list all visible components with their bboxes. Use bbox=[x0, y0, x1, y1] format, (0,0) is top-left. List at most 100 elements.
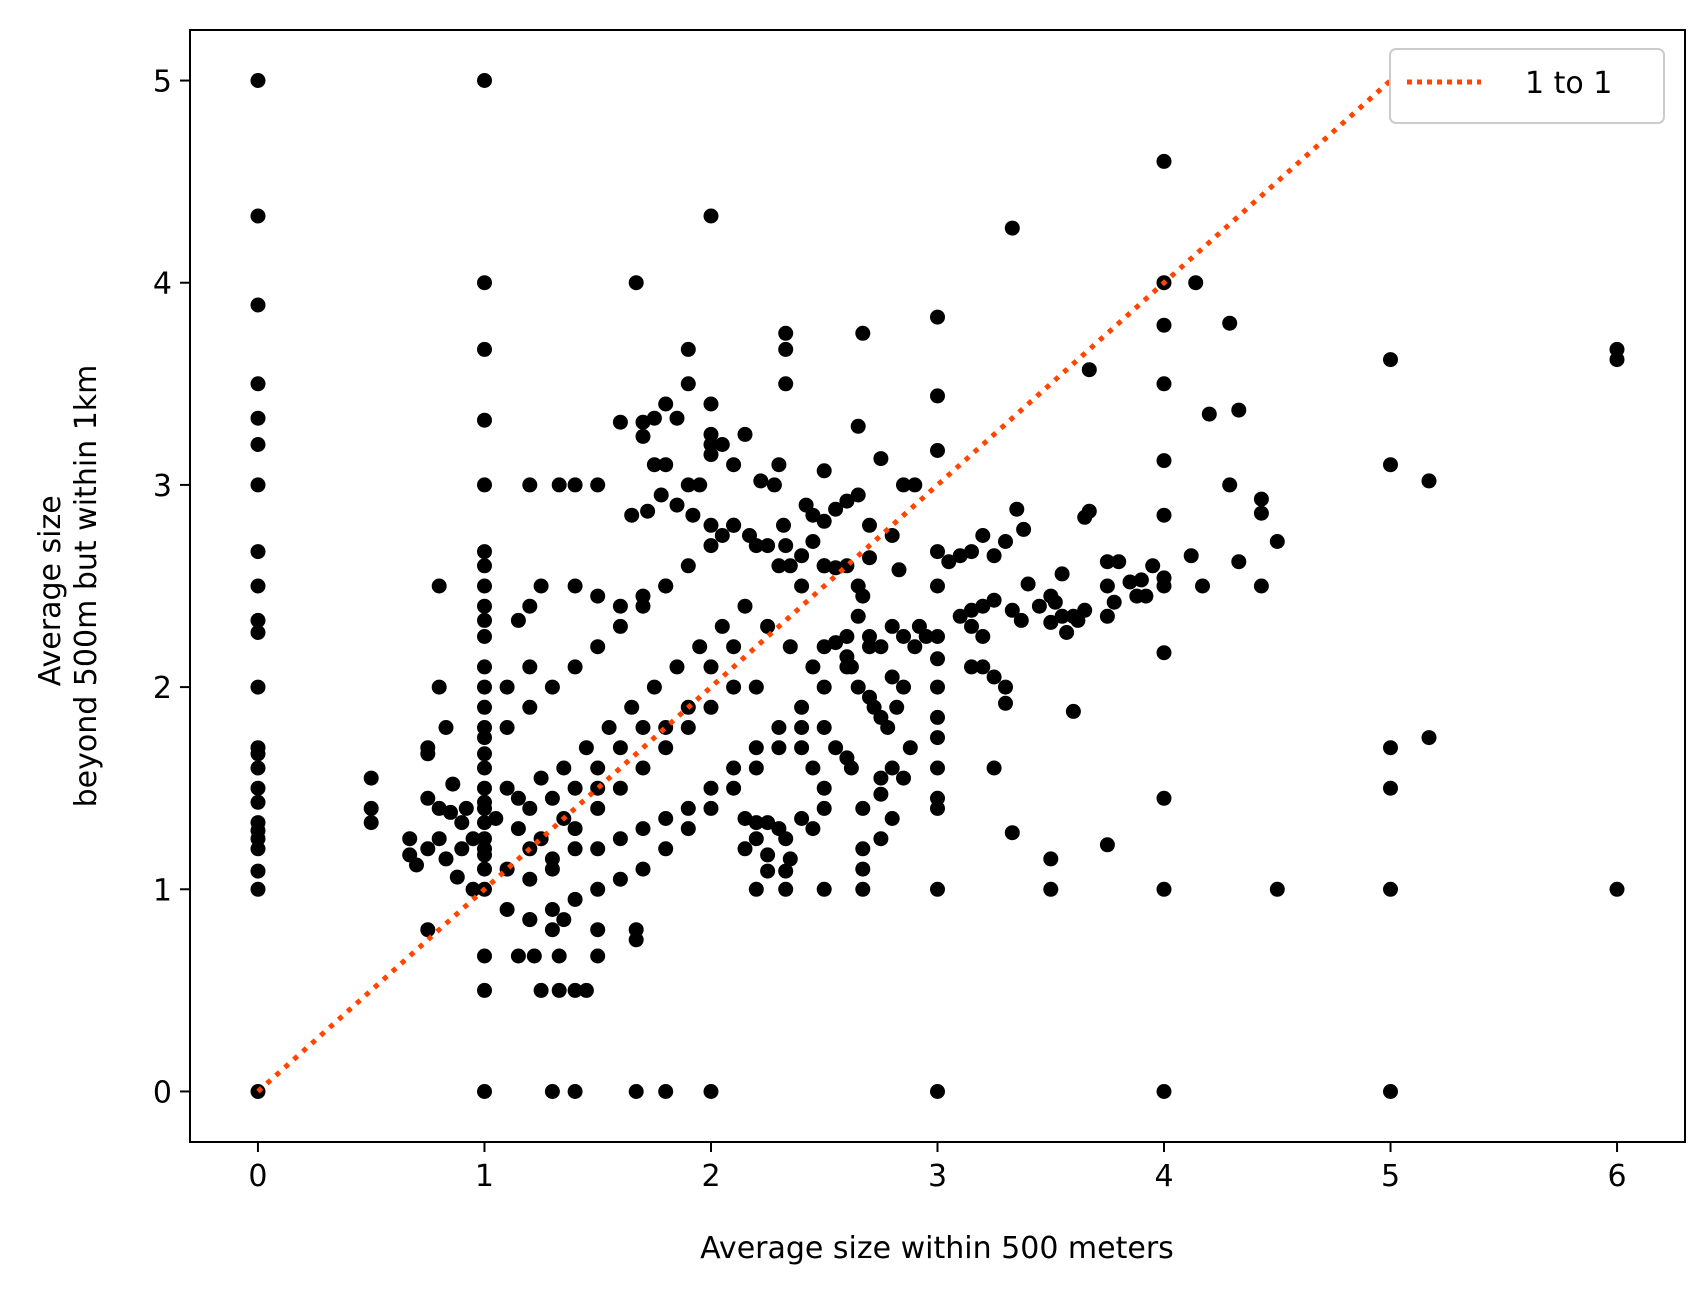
data-point-166 bbox=[658, 578, 674, 594]
data-point-33 bbox=[477, 612, 492, 628]
data-point-56 bbox=[363, 815, 379, 831]
data-point-130 bbox=[624, 699, 640, 715]
data-point-165 bbox=[635, 588, 651, 604]
data-point-264 bbox=[828, 635, 844, 651]
data-point-2 bbox=[250, 297, 266, 313]
data-point-171 bbox=[680, 800, 696, 816]
data-point-108 bbox=[567, 841, 583, 857]
data-point-102 bbox=[680, 720, 696, 735]
data-point-11 bbox=[250, 679, 266, 695]
data-point-295 bbox=[760, 847, 776, 863]
data-point-287 bbox=[794, 811, 810, 826]
data-point-407 bbox=[1253, 505, 1269, 521]
data-point-346 bbox=[975, 629, 991, 644]
data-point-31 bbox=[477, 578, 492, 594]
data-point-338 bbox=[975, 528, 991, 543]
data-point-72 bbox=[445, 776, 461, 792]
data-point-112 bbox=[567, 659, 583, 675]
y-axis-label: Average size beyond 500m but within 1km bbox=[33, 365, 104, 808]
data-point-13 bbox=[250, 746, 266, 762]
data-point-339 bbox=[986, 548, 1002, 564]
data-point-397 bbox=[1156, 881, 1172, 897]
data-point-323 bbox=[930, 443, 945, 458]
data-point-162 bbox=[567, 578, 583, 594]
data-point-290 bbox=[771, 821, 787, 837]
data-point-345 bbox=[964, 618, 979, 634]
data-point-82 bbox=[510, 821, 526, 837]
data-point-378 bbox=[1111, 554, 1127, 570]
data-point-235 bbox=[760, 538, 776, 554]
data-point-222 bbox=[628, 275, 644, 291]
data-point-211 bbox=[692, 477, 708, 493]
data-point-318 bbox=[862, 629, 877, 644]
data-point-404 bbox=[1231, 402, 1247, 418]
data-point-71 bbox=[443, 804, 458, 820]
data-point-371 bbox=[1043, 851, 1059, 867]
data-point-132 bbox=[669, 659, 685, 675]
data-point-245 bbox=[816, 513, 832, 529]
data-point-333 bbox=[930, 800, 945, 816]
data-point-249 bbox=[862, 517, 877, 533]
data-point-380 bbox=[1106, 594, 1122, 610]
data-point-300 bbox=[778, 881, 794, 897]
data-point-156 bbox=[522, 598, 538, 614]
data-point-322 bbox=[930, 388, 945, 404]
data-point-293 bbox=[737, 811, 753, 826]
data-point-391 bbox=[1156, 376, 1172, 392]
data-point-395 bbox=[1156, 645, 1172, 661]
data-point-75 bbox=[454, 841, 470, 857]
data-point-308 bbox=[884, 811, 900, 826]
data-point-24 bbox=[477, 73, 492, 88]
data-point-409 bbox=[1269, 534, 1285, 549]
data-point-254 bbox=[862, 550, 877, 566]
data-point-41 bbox=[477, 760, 492, 776]
x-tick-label-1: 1 bbox=[475, 1159, 494, 1194]
data-point-291 bbox=[760, 815, 776, 831]
data-point-29 bbox=[477, 544, 492, 560]
data-point-374 bbox=[1081, 362, 1097, 378]
data-point-258 bbox=[828, 560, 844, 576]
x-tick-label-5: 5 bbox=[1381, 1159, 1400, 1194]
data-point-161 bbox=[590, 477, 606, 493]
data-point-349 bbox=[986, 669, 1002, 685]
data-point-141 bbox=[544, 902, 560, 917]
data-point-185 bbox=[590, 948, 606, 964]
data-point-301 bbox=[816, 881, 832, 897]
data-point-334 bbox=[930, 881, 945, 897]
data-point-297 bbox=[760, 863, 776, 879]
data-point-70 bbox=[438, 851, 454, 867]
data-point-184 bbox=[578, 982, 594, 998]
reference-line-1-to-1 bbox=[256, 78, 1393, 1094]
legend-frame bbox=[1389, 48, 1665, 124]
data-point-104 bbox=[726, 639, 742, 655]
data-point-44 bbox=[477, 800, 492, 816]
data-point-28 bbox=[477, 477, 492, 493]
data-point-193 bbox=[556, 912, 572, 928]
data-point-209 bbox=[658, 457, 674, 473]
data-point-273 bbox=[889, 699, 905, 715]
data-point-147 bbox=[680, 821, 696, 837]
data-point-239 bbox=[778, 376, 794, 392]
data-point-186 bbox=[551, 948, 567, 964]
y-axis-label-line-1: Average size bbox=[33, 495, 68, 686]
data-point-366 bbox=[1059, 625, 1075, 640]
data-point-376 bbox=[1081, 503, 1097, 519]
data-point-27 bbox=[477, 412, 492, 428]
data-point-213 bbox=[680, 376, 696, 392]
x-axis-label: Average size within 500 meters bbox=[700, 1231, 1174, 1266]
data-point-25 bbox=[477, 275, 492, 291]
data-point-207 bbox=[635, 428, 651, 444]
data-point-381 bbox=[1099, 608, 1115, 624]
data-point-304 bbox=[855, 841, 871, 857]
data-point-221 bbox=[703, 208, 719, 224]
x-tick-label-2: 2 bbox=[701, 1159, 720, 1194]
data-point-67 bbox=[431, 800, 447, 816]
data-point-344 bbox=[986, 592, 1002, 608]
data-point-20 bbox=[250, 841, 266, 857]
data-point-170 bbox=[658, 811, 674, 826]
y-tick-label-0: 0 bbox=[153, 1075, 172, 1110]
data-point-210 bbox=[680, 477, 696, 493]
data-point-126 bbox=[533, 770, 549, 786]
data-point-37 bbox=[477, 699, 492, 715]
data-point-411 bbox=[1383, 352, 1398, 368]
